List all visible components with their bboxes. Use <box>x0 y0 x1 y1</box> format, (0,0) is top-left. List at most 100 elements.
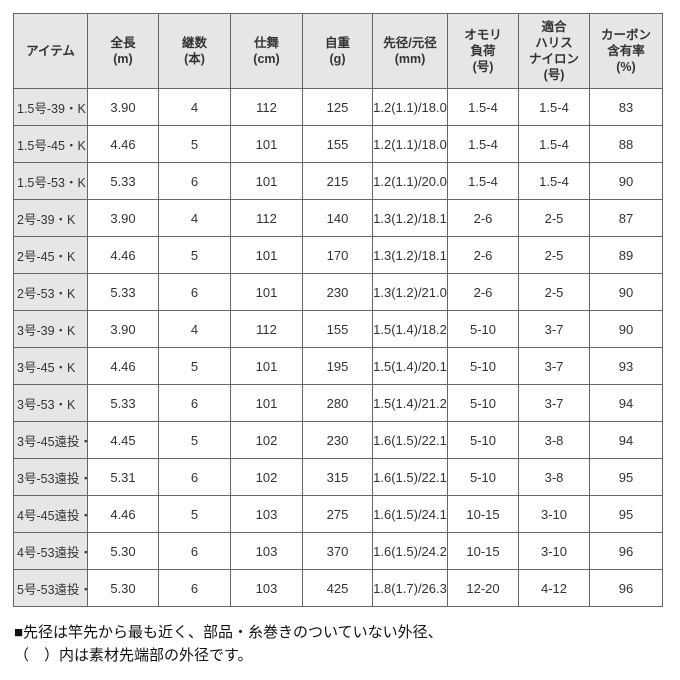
cell-carbon-content: 93 <box>589 347 663 385</box>
cell-leader-nylon: 2-5 <box>518 199 590 237</box>
cell-closed-length: 112 <box>230 199 303 237</box>
cell-total-length: 5.33 <box>87 384 159 422</box>
cell-total-length: 5.33 <box>87 162 159 200</box>
spec-table: アイテム 全長 (m) 継数 (本) 仕舞 (cm) 自重 (g) 先径/元径 … <box>13 13 663 607</box>
cell-carbon-content: 83 <box>589 88 663 126</box>
cell-sections: 5 <box>158 125 231 163</box>
cell-sections: 5 <box>158 495 231 533</box>
spec-table-body: 1.5号-39・K 3.90 4 112 125 1.2(1.1)/18.0 1… <box>13 88 663 607</box>
footnote: ■先径は竿先から最も近く、部品・糸巻きのついていない外径、 （ ）内は素材先端部… <box>14 622 443 667</box>
cell-tip-butt-diam: 1.2(1.1)/18.0 <box>372 88 448 126</box>
cell-weight: 230 <box>302 273 373 311</box>
footnote-line-2: （ ）内は素材先端部の外径です。 <box>14 646 253 664</box>
cell-weight: 370 <box>302 532 373 570</box>
cell-carbon-content: 94 <box>589 421 663 459</box>
cell-carbon-content: 90 <box>589 162 663 200</box>
cell-carbon-content: 88 <box>589 125 663 163</box>
cell-weight: 170 <box>302 236 373 274</box>
cell-sinker-load: 10-15 <box>447 532 519 570</box>
cell-sinker-load: 10-15 <box>447 495 519 533</box>
cell-tip-butt-diam: 1.6(1.5)/24.2 <box>372 532 448 570</box>
cell-sections: 5 <box>158 347 231 385</box>
table-row: 1.5号-39・K 3.90 4 112 125 1.2(1.1)/18.0 1… <box>13 88 663 126</box>
cell-total-length: 5.30 <box>87 569 159 607</box>
row-item-label: 3号-39・K <box>13 310 88 348</box>
col-header-closed-length: 仕舞 (cm) <box>230 13 303 89</box>
cell-closed-length: 101 <box>230 347 303 385</box>
cell-sections: 6 <box>158 458 231 496</box>
cell-carbon-content: 90 <box>589 273 663 311</box>
row-item-label: 3号-53遠投・K <box>13 458 88 496</box>
cell-carbon-content: 89 <box>589 236 663 274</box>
row-item-label: 3号-45・K <box>13 347 88 385</box>
table-row: 4号-53遠投・K 5.30 6 103 370 1.6(1.5)/24.2 1… <box>13 532 663 570</box>
cell-sinker-load: 5-10 <box>447 421 519 459</box>
cell-weight: 155 <box>302 310 373 348</box>
cell-leader-nylon: 1.5-4 <box>518 162 590 200</box>
cell-weight: 230 <box>302 421 373 459</box>
footnote-line-1: ■先径は竿先から最も近く、部品・糸巻きのついていない外径、 <box>14 624 443 641</box>
table-row: 1.5号-53・K 5.33 6 101 215 1.2(1.1)/20.0 1… <box>13 162 663 200</box>
cell-tip-butt-diam: 1.3(1.2)/18.1 <box>372 199 448 237</box>
cell-leader-nylon: 3-10 <box>518 532 590 570</box>
cell-closed-length: 103 <box>230 532 303 570</box>
cell-tip-butt-diam: 1.5(1.4)/21.2 <box>372 384 448 422</box>
row-item-label: 2号-53・K <box>13 273 88 311</box>
cell-leader-nylon: 1.5-4 <box>518 88 590 126</box>
cell-closed-length: 102 <box>230 458 303 496</box>
cell-closed-length: 101 <box>230 273 303 311</box>
cell-total-length: 4.45 <box>87 421 159 459</box>
table-row: 2号-53・K 5.33 6 101 230 1.3(1.2)/21.0 2-6… <box>13 273 663 311</box>
cell-closed-length: 101 <box>230 125 303 163</box>
cell-total-length: 3.90 <box>87 310 159 348</box>
table-row: 4号-45遠投・K 4.46 5 103 275 1.6(1.5)/24.1 1… <box>13 495 663 533</box>
cell-total-length: 4.46 <box>87 236 159 274</box>
cell-total-length: 4.46 <box>87 495 159 533</box>
cell-total-length: 4.46 <box>87 347 159 385</box>
cell-carbon-content: 95 <box>589 458 663 496</box>
cell-sections: 6 <box>158 384 231 422</box>
cell-sinker-load: 5-10 <box>447 310 519 348</box>
table-row: 3号-45・K 4.46 5 101 195 1.5(1.4)/20.1 5-1… <box>13 347 663 385</box>
cell-sinker-load: 1.5-4 <box>447 125 519 163</box>
col-header-tip-butt-diam: 先径/元径 (mm) <box>372 13 448 89</box>
table-row: 3号-45遠投・K 4.45 5 102 230 1.6(1.5)/22.1 5… <box>13 421 663 459</box>
cell-tip-butt-diam: 1.3(1.2)/18.1 <box>372 236 448 274</box>
cell-leader-nylon: 3-7 <box>518 384 590 422</box>
cell-total-length: 5.30 <box>87 532 159 570</box>
cell-tip-butt-diam: 1.2(1.1)/20.0 <box>372 162 448 200</box>
table-row: 3号-39・K 3.90 4 112 155 1.5(1.4)/18.2 5-1… <box>13 310 663 348</box>
table-row: 3号-53遠投・K 5.31 6 102 315 1.6(1.5)/22.1 5… <box>13 458 663 496</box>
cell-sections: 4 <box>158 199 231 237</box>
cell-sections: 4 <box>158 310 231 348</box>
table-row: 2号-45・K 4.46 5 101 170 1.3(1.2)/18.1 2-6… <box>13 236 663 274</box>
col-header-total-length: 全長 (m) <box>87 13 159 89</box>
cell-weight: 140 <box>302 199 373 237</box>
cell-leader-nylon: 3-8 <box>518 421 590 459</box>
row-item-label: 2号-39・K <box>13 199 88 237</box>
cell-closed-length: 112 <box>230 88 303 126</box>
cell-total-length: 5.31 <box>87 458 159 496</box>
cell-carbon-content: 96 <box>589 532 663 570</box>
cell-weight: 215 <box>302 162 373 200</box>
cell-leader-nylon: 4-12 <box>518 569 590 607</box>
cell-tip-butt-diam: 1.2(1.1)/18.0 <box>372 125 448 163</box>
cell-closed-length: 102 <box>230 421 303 459</box>
row-item-label: 4号-53遠投・K <box>13 532 88 570</box>
cell-tip-butt-diam: 1.5(1.4)/18.2 <box>372 310 448 348</box>
col-header-sinker-load: オモリ 負荷 (号) <box>447 13 519 89</box>
cell-leader-nylon: 2-5 <box>518 236 590 274</box>
cell-sinker-load: 2-6 <box>447 273 519 311</box>
cell-tip-butt-diam: 1.6(1.5)/22.1 <box>372 421 448 459</box>
cell-weight: 280 <box>302 384 373 422</box>
cell-weight: 315 <box>302 458 373 496</box>
table-row: 2号-39・K 3.90 4 112 140 1.3(1.2)/18.1 2-6… <box>13 199 663 237</box>
cell-leader-nylon: 3-8 <box>518 458 590 496</box>
cell-tip-butt-diam: 1.5(1.4)/20.1 <box>372 347 448 385</box>
cell-weight: 155 <box>302 125 373 163</box>
row-item-label: 5号-53遠投・K <box>13 569 88 607</box>
cell-closed-length: 103 <box>230 569 303 607</box>
cell-tip-butt-diam: 1.8(1.7)/26.3 <box>372 569 448 607</box>
cell-leader-nylon: 3-7 <box>518 310 590 348</box>
